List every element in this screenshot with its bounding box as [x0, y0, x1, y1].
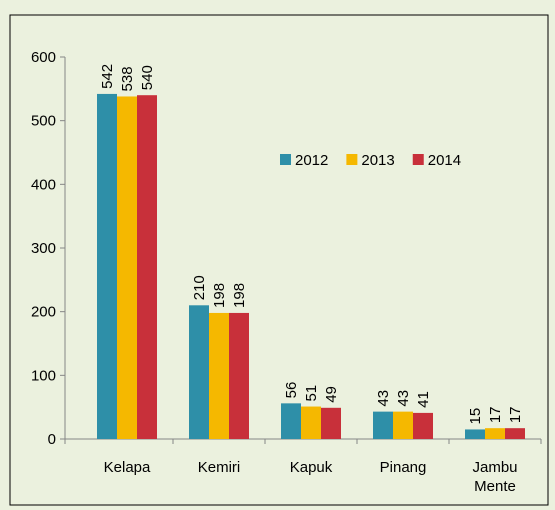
x-tick-label: Jambu Mente — [472, 459, 518, 495]
bar — [413, 412, 433, 439]
x-tick-label: Kemiri — [197, 459, 241, 476]
bar — [505, 428, 525, 439]
data-label: 538 — [119, 66, 136, 91]
data-label: 542 — [99, 64, 116, 89]
data-label: 43 — [395, 390, 412, 407]
y-tick-label: 200 — [31, 304, 56, 321]
legend-label: 2012 — [295, 152, 328, 169]
data-label: 15 — [467, 408, 484, 425]
bar — [137, 95, 157, 439]
chart-border — [9, 14, 549, 506]
x-tick-label: Pinang — [379, 459, 427, 476]
data-label: 51 — [303, 385, 320, 402]
data-label: 210 — [191, 275, 208, 300]
data-label: 43 — [375, 390, 392, 407]
x-tick-label: Kelapa — [103, 459, 151, 476]
bar — [485, 428, 505, 439]
y-tick-label: 300 — [31, 240, 56, 257]
bar — [281, 403, 301, 439]
data-label: 56 — [283, 382, 300, 399]
legend-swatch — [280, 154, 291, 165]
y-tick-label: 400 — [31, 176, 56, 193]
bar — [97, 93, 117, 439]
y-tick-label: 600 — [31, 49, 56, 66]
bar — [209, 312, 229, 439]
y-tick-label: 0 — [48, 431, 56, 448]
bar — [189, 305, 209, 439]
bar — [465, 429, 485, 439]
bar — [373, 411, 393, 439]
bar — [321, 407, 341, 439]
data-label: 49 — [323, 386, 340, 403]
data-label: 41 — [415, 391, 432, 408]
bar — [393, 411, 413, 439]
legend-label: 2014 — [428, 152, 461, 169]
legend-swatch — [412, 154, 424, 165]
y-tick-label: 500 — [31, 113, 56, 130]
data-label: 540 — [139, 65, 156, 90]
bar — [117, 96, 137, 440]
data-label: 198 — [211, 283, 228, 308]
x-tick-label: Kapuk — [289, 459, 333, 476]
legend-label: 2013 — [361, 152, 394, 169]
bar — [301, 406, 321, 439]
bar — [229, 312, 249, 439]
data-label: 198 — [231, 283, 248, 308]
y-tick-label: 100 — [31, 367, 56, 384]
data-label: 17 — [487, 406, 504, 423]
legend-swatch — [346, 154, 358, 165]
data-label: 17 — [507, 406, 524, 423]
